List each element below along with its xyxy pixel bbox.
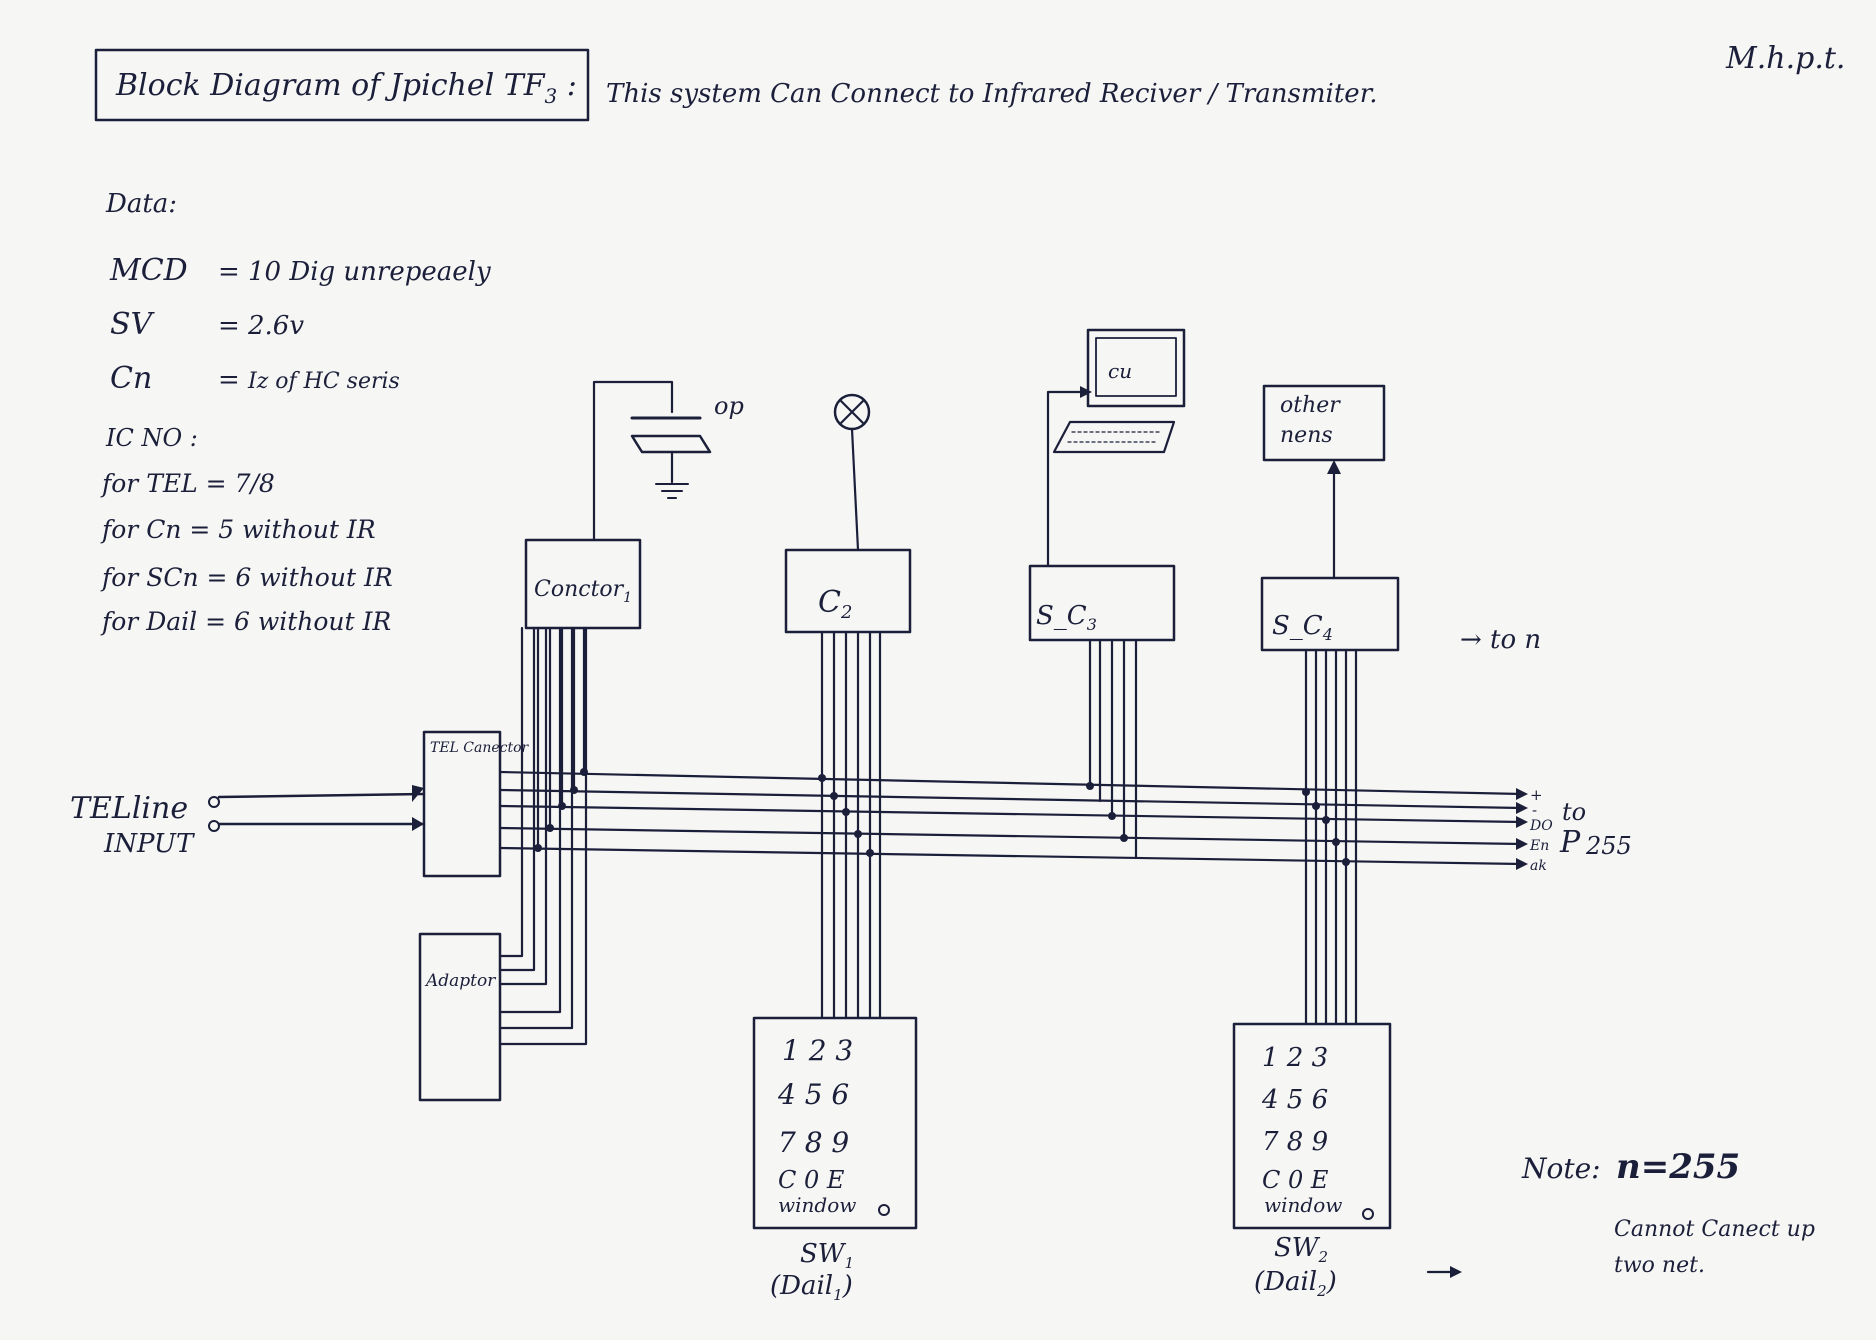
bus-label: + xyxy=(1530,786,1543,804)
lamp-wire xyxy=(850,427,860,552)
c2-label: C2 xyxy=(818,585,852,623)
indicator-icon xyxy=(878,1204,890,1216)
c2-keypad-wires xyxy=(820,630,882,1020)
capacitor-ground-icon xyxy=(630,416,712,499)
ic-row: for TEL = 7/8 xyxy=(100,469,275,498)
conctor1-bus-wires xyxy=(536,626,586,850)
keypad-sublabel: (Dail1) xyxy=(770,1271,853,1304)
note-label: Note: xyxy=(1521,1152,1601,1185)
ic-row: for Dail = 6 without IR xyxy=(100,607,391,636)
keypad-window-label: window xyxy=(778,1193,856,1217)
data-key: Cn xyxy=(110,361,152,396)
conctor1-output-wire xyxy=(592,380,674,542)
telline-label: TELline xyxy=(70,791,188,826)
bus-to-label: to xyxy=(1562,798,1586,826)
keypad-row: 7 8 9 xyxy=(778,1126,849,1159)
sc3-computer-wire xyxy=(1046,390,1088,568)
arrow-icon xyxy=(1327,460,1341,474)
to-n-label: → to n xyxy=(1460,625,1541,655)
c2-box xyxy=(784,548,912,634)
sc3-bus-wires xyxy=(1088,638,1138,860)
ic-row: for Cn = 5 without IR xyxy=(100,515,376,544)
keypad-label: SW2 xyxy=(1274,1233,1328,1266)
bus-lines xyxy=(498,770,1524,866)
op-label: op xyxy=(714,392,744,420)
bus-label: - xyxy=(1532,801,1537,819)
ic-heading: IC NO : xyxy=(105,424,198,452)
data-eq: = xyxy=(218,365,240,395)
keypad-label: SW1 xyxy=(800,1239,854,1272)
bus-label: DO xyxy=(1529,818,1553,834)
data-key: SV xyxy=(110,307,156,342)
junction-dots xyxy=(1086,782,1128,842)
data-val: Iz of HC seris xyxy=(247,369,400,394)
other-nens-label: other xyxy=(1280,393,1341,418)
sc4-keypad-wires xyxy=(1304,648,1358,1026)
data-val: 10 Dig unrepeaely xyxy=(248,257,491,287)
other-nens-label: nens xyxy=(1280,423,1333,448)
tel-connector-box xyxy=(422,730,502,878)
bus-labels: + - DO En ak xyxy=(1529,786,1553,874)
note-value: n=255 xyxy=(1616,1147,1740,1187)
sc4-label: S_C4 xyxy=(1272,611,1333,644)
bus-arrowheads xyxy=(1516,788,1528,870)
computer-icon xyxy=(1052,328,1186,454)
title-note: This system Can Connect to Infrared Reci… xyxy=(606,79,1378,109)
lamp-icon xyxy=(838,398,866,426)
data-eq: = xyxy=(218,311,240,341)
keypad-sw2 xyxy=(1232,1022,1392,1230)
data-heading: Data: xyxy=(105,189,177,219)
adaptor-label: Adaptor xyxy=(424,971,496,991)
arrow-icon xyxy=(412,817,424,831)
keypad-row: C 0 E xyxy=(1262,1166,1329,1194)
telline-input-label: INPUT xyxy=(103,829,195,859)
ic-row: for SCn = 6 without IR xyxy=(100,563,393,592)
sc4-box xyxy=(1260,576,1400,652)
keypad-row: 1 2 3 xyxy=(782,1034,853,1067)
arrow-icon xyxy=(412,785,424,802)
note-line: Cannot Canect up xyxy=(1614,1217,1815,1242)
data-eq: = xyxy=(218,257,240,287)
title-text: Block Diagram of Jpichel TF3 : xyxy=(115,68,577,108)
note-line: two net. xyxy=(1614,1253,1705,1278)
data-key: MCD xyxy=(109,253,188,288)
keypad-window-label: window xyxy=(1264,1193,1342,1217)
data-rows: MCD = 10 Dig unrepeaely SV = 2.6v Cn = I… xyxy=(109,253,491,396)
tel-wire xyxy=(217,792,426,799)
keypad-sw1 xyxy=(752,1016,918,1230)
bus-p-label: P xyxy=(1559,825,1581,860)
arrow-icon xyxy=(1080,386,1092,398)
adaptor-box xyxy=(418,932,502,1102)
bus-label: ak xyxy=(1530,858,1547,874)
terminal-icon xyxy=(208,796,220,808)
indicator-icon xyxy=(1362,1208,1374,1220)
sc3-box xyxy=(1028,564,1176,642)
tel-connector-label: TEL Canector xyxy=(430,740,530,756)
bus-p-value: 255 xyxy=(1585,832,1632,860)
keypad-row: 4 5 6 xyxy=(1261,1085,1328,1115)
signature: M.h.p.t. xyxy=(1725,41,1845,76)
keypad-row: 4 5 6 xyxy=(777,1078,849,1111)
arrow-icon xyxy=(1450,1266,1462,1278)
bus-label: En xyxy=(1529,838,1549,854)
keypad-row: 1 2 3 xyxy=(1262,1043,1328,1073)
cu-label: cu xyxy=(1108,359,1132,383)
junction-dots xyxy=(534,768,588,852)
terminal-icon xyxy=(208,820,220,832)
other-nens-box xyxy=(1262,384,1386,462)
conctor1-label: Conctor1 xyxy=(534,577,632,606)
keypad-sublabel: (Dail2) xyxy=(1254,1267,1337,1300)
sc3-label: S_C3 xyxy=(1036,601,1097,634)
keypad-row: C 0 E xyxy=(778,1166,845,1194)
junction-dots xyxy=(818,774,874,857)
junction-dots xyxy=(1302,788,1350,866)
title-box xyxy=(94,48,590,122)
adaptor-wires xyxy=(498,626,588,1046)
keypad-row: 7 8 9 xyxy=(1262,1127,1328,1157)
data-val: 2.6v xyxy=(247,311,304,341)
